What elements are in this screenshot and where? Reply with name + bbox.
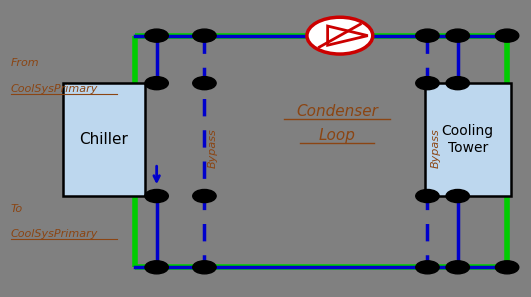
Circle shape [446, 29, 469, 42]
Bar [63, 83, 145, 196]
Text: CoolSysPrimary: CoolSysPrimary [11, 229, 98, 239]
Circle shape [193, 189, 216, 203]
Text: Cooling
Tower: Cooling Tower [442, 124, 494, 155]
Circle shape [145, 29, 168, 42]
Circle shape [145, 261, 168, 274]
Text: Bypass: Bypass [431, 129, 440, 168]
Circle shape [145, 77, 168, 90]
Text: Chiller: Chiller [79, 132, 129, 147]
Circle shape [495, 261, 519, 274]
Text: From: From [11, 58, 39, 68]
Text: Loop: Loop [319, 127, 356, 143]
Circle shape [416, 261, 439, 274]
Circle shape [193, 77, 216, 90]
Circle shape [416, 77, 439, 90]
Circle shape [446, 77, 469, 90]
Circle shape [495, 29, 519, 42]
Text: To: To [11, 204, 23, 214]
Circle shape [193, 29, 216, 42]
Text: Bypass: Bypass [208, 129, 217, 168]
Circle shape [145, 189, 168, 203]
Circle shape [416, 189, 439, 203]
Text: CoolSysPrimary: CoolSysPrimary [11, 83, 98, 94]
Text: Condenser: Condenser [296, 104, 378, 119]
Circle shape [416, 29, 439, 42]
Circle shape [193, 261, 216, 274]
Circle shape [446, 261, 469, 274]
Bar [425, 83, 511, 196]
Circle shape [446, 189, 469, 203]
Circle shape [307, 17, 373, 54]
